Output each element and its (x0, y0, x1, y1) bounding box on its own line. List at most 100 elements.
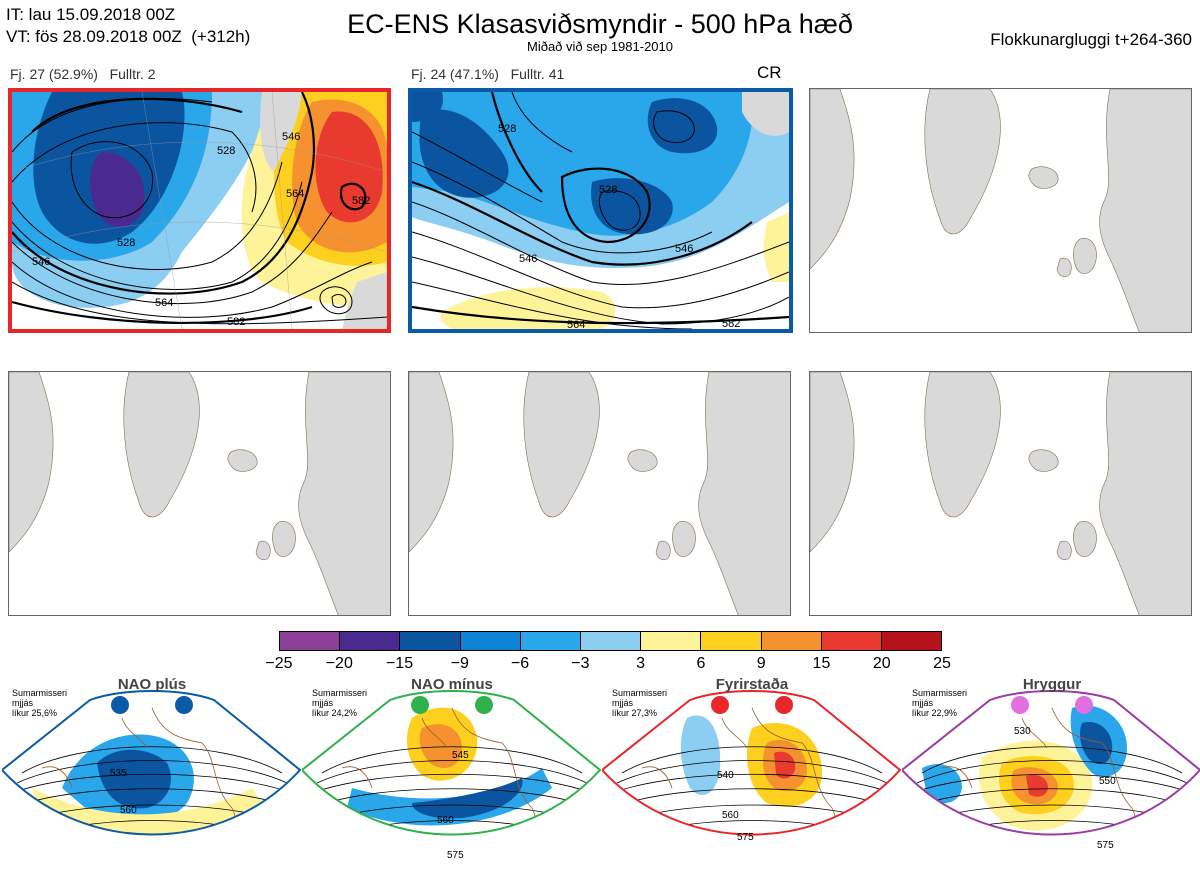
colorbar-swatch (701, 632, 762, 650)
colorbar-tick-label: −6 (510, 655, 530, 672)
regime-contour-label: 575 (1097, 840, 1114, 851)
regime-meta-line: mjjás (312, 698, 334, 708)
regime-name: Hryggur (1022, 676, 1082, 693)
colorbar-swatch (340, 632, 401, 650)
colorbar-swatch (460, 632, 521, 650)
page-title: EC-ENS Klasasviðsmyndir - 500 hPa hæð (347, 9, 853, 39)
regime-meta-line: Sumarmisseri (912, 688, 968, 698)
colorbar-swatch (641, 632, 702, 650)
contour-label: 564 (155, 297, 173, 309)
regime-meta-line: Sumarmisseri (312, 688, 368, 698)
regime-meta-line: líkur 22,9% (912, 708, 958, 718)
cluster-2-svg: 528 546 564 582 528 546 (412, 92, 789, 329)
contour-label: 528 (599, 184, 617, 196)
cluster-1-label: Fj. 27 (52.9%) Fulltr. 2 (10, 66, 156, 82)
colorbar-swatch (520, 632, 581, 650)
regime-marker-dot (1075, 696, 1093, 714)
cluster-2-regime-tag: CR (757, 63, 782, 82)
regime-panel: 530 550 575 (900, 678, 1200, 871)
contour-label: 582 (722, 318, 740, 329)
colorbar-swatch (580, 632, 642, 650)
regime-contour-label: 560 (120, 805, 137, 816)
regime-marker-dot (411, 696, 429, 714)
colorbar-tick-label: −20 (325, 655, 353, 672)
header-left: IT: lau 15.09.2018 00Z VT: fös 28.09.201… (6, 4, 250, 48)
regime-name: Fyrirstaða (715, 676, 789, 693)
regime-meta: Sumarmisseri mjjás líkur 27,3% (612, 688, 667, 718)
regime-meta-line: líkur 25,6% (12, 708, 58, 718)
contour-label: 564 (567, 319, 585, 329)
contour-label: 582 (227, 316, 245, 328)
page-subtitle: Miðað við sep 1981-2010 (527, 39, 673, 54)
colorbar-tick-label: 6 (696, 655, 706, 672)
regime-map: 530 550 575 (900, 690, 1200, 851)
colorbar-tick-label: 20 (872, 655, 891, 672)
regime-meta-line: mjjás (12, 698, 34, 708)
empty-map-panel (408, 371, 791, 616)
regime-meta-line: Sumarmisseri (12, 688, 68, 698)
regime-name: NAO mínus (411, 676, 493, 693)
regime-meta: Sumarmisseri mjjás líkur 25,6% (12, 688, 67, 718)
regime-meta-line: líkur 24,2% (312, 708, 358, 718)
cluster-2-map: 528 546 564 582 528 546 (408, 88, 793, 333)
regime-meta-line: Sumarmisseri (612, 688, 668, 698)
cluster-2-label: Fj. 24 (47.1%) Fulltr. 41 (411, 66, 565, 82)
contour-label: 528 (217, 145, 235, 157)
contour-label: 546 (519, 253, 537, 265)
contour-label: 546 (282, 131, 300, 143)
valid-time: VT: fös 28.09.2018 00Z (+312h) (6, 27, 251, 46)
regime-panel: 540 560 575 (600, 678, 902, 871)
regime-contour-label: 550 (1099, 776, 1116, 787)
contour-label: 564 (286, 188, 304, 200)
regime-map: 535 560 (0, 690, 302, 836)
empty-map-panel (809, 371, 1192, 616)
regime-map: 540 560 575 (600, 690, 902, 843)
regime-meta-line: mjjás (612, 698, 634, 708)
regime-name: NAO plús (117, 676, 187, 693)
regime-contour-label: 540 (717, 770, 734, 781)
colorbar-tick-label: 3 (636, 655, 646, 672)
regime-marker-dot (175, 696, 193, 714)
contour-label: 528 (117, 237, 135, 249)
colorbar-swatch (821, 632, 882, 650)
regime-marker-dot (1011, 696, 1029, 714)
regime-marker-dot (775, 696, 793, 714)
empty-map-panel (8, 371, 391, 616)
regime-marker-dot (111, 696, 129, 714)
regime-panel: 535 560 (0, 678, 302, 871)
regime-contour-label: 560 (722, 810, 739, 821)
contour-label: 528 (498, 123, 516, 135)
regime-contour-label: 560 (437, 815, 454, 826)
regime-contour-label: 535 (110, 768, 127, 779)
colorbar-swatch (881, 632, 942, 650)
regime-meta: Sumarmisseri mjjás líkur 24,2% (312, 688, 367, 718)
colorbar-tick-label: 15 (812, 655, 831, 672)
colorbar-swatch (761, 632, 822, 650)
regime-meta-line: mjjás (912, 698, 934, 708)
regime-contour-label: 530 (1014, 726, 1031, 737)
regime-contour-label: 575 (447, 850, 464, 861)
regime-meta: Sumarmisseri mjjás líkur 22,9% (912, 688, 967, 718)
colorbar-swatch (400, 632, 461, 650)
colorbar-tick-label: 9 (756, 655, 766, 672)
regime-map: 545 560 575 (300, 690, 602, 861)
anomaly-colorbar (279, 631, 942, 651)
regime-contour-label: 545 (452, 750, 469, 761)
contour-label: 582 (352, 195, 370, 207)
colorbar-tick-label: −25 (265, 655, 293, 672)
contour-label: 546 (675, 243, 693, 255)
colorbar-tick-label: 25 (933, 655, 951, 672)
regime-marker-dot (711, 696, 729, 714)
regime-contour-label: 575 (737, 832, 754, 843)
empty-map-panel (809, 88, 1192, 333)
colorbar-swatch (280, 632, 341, 650)
cluster-1-svg: 528 546 564 582 528 546 564 582 (12, 92, 387, 329)
cluster-1-map: 528 546 564 582 528 546 564 582 (8, 88, 391, 333)
init-time: IT: lau 15.09.2018 00Z (6, 5, 176, 24)
regime-panel: 545 560 575 (300, 678, 602, 871)
regime-marker-dot (475, 696, 493, 714)
regime-meta-line: líkur 27,3% (612, 708, 658, 718)
classification-window: Flokkunargluggi t+264-360 (990, 30, 1192, 49)
colorbar-tick-label: −9 (450, 655, 469, 672)
colorbar-tick-label: −3 (571, 655, 590, 672)
